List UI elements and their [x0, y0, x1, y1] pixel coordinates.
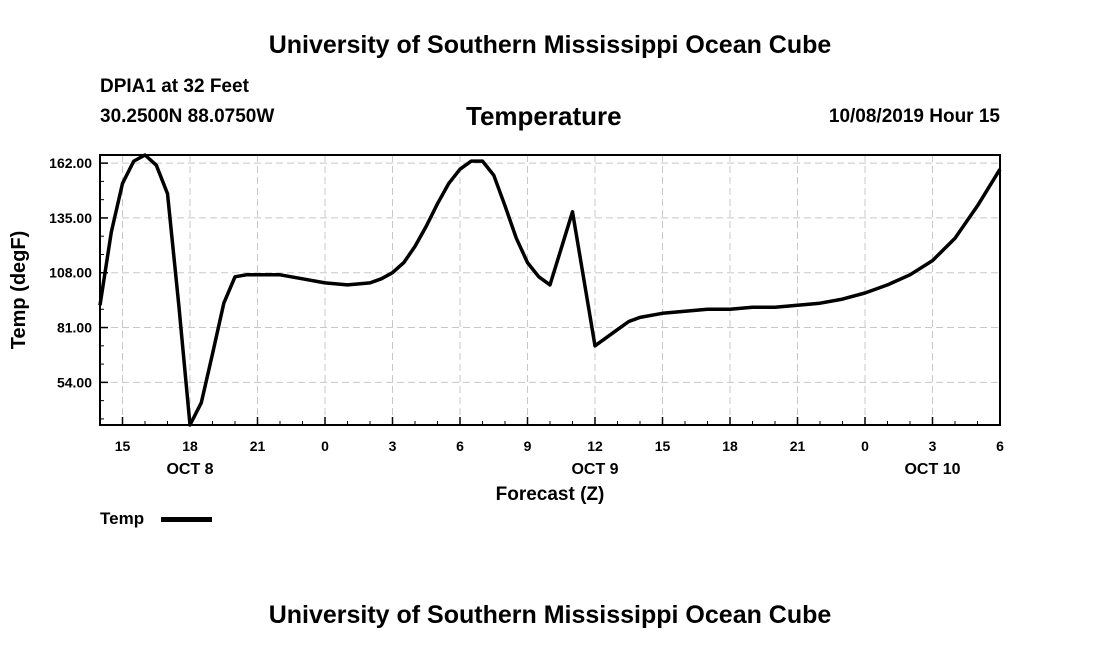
plot-frame	[99, 154, 1001, 426]
y-tick-label: 135.00	[49, 210, 92, 226]
grid-lines	[100, 155, 1001, 425]
x-tick-label: 3	[389, 438, 397, 454]
temp-series-line	[98, 153, 1002, 427]
day-label: OCT 9	[571, 461, 618, 478]
forecast-date-label: 10/08/2019 Hour 15	[828, 106, 1000, 127]
x-tick-label: 0	[861, 438, 869, 454]
station-label: DPIA1 at 32 Feet	[100, 76, 249, 97]
x-tick-label: 18	[722, 438, 738, 454]
footer-title: University of Southern Mississippi Ocean…	[268, 601, 832, 629]
day-label: OCT 8	[166, 461, 213, 478]
x-tick-label: 15	[115, 438, 131, 454]
y-axis-ticks: 54.00 81.00 108.00 135.00 162.00	[49, 155, 108, 420]
y-tick-label: 81.00	[57, 320, 92, 336]
chart-title: Temperature	[466, 101, 622, 131]
x-axis-ticks: 15 18 21 0 3 6 9 12 15 18 21 0 3 6 OCT 8 OCT 9 OCT 10	[99, 417, 1004, 478]
x-tick-label: 12	[587, 438, 603, 454]
y-axis-label: Temp (degF)	[8, 231, 30, 350]
x-tick-label: 6	[996, 438, 1004, 454]
x-tick-label: 6	[456, 438, 464, 454]
x-tick-label: 3	[929, 438, 937, 454]
y-tick-label: 162.00	[49, 155, 92, 171]
x-tick-label: 9	[524, 438, 532, 454]
y-tick-label: 108.00	[49, 265, 92, 281]
x-tick-label: 21	[790, 438, 806, 454]
day-label: OCT 10	[904, 461, 960, 478]
legend-label: Temp	[100, 509, 145, 528]
legend-swatch	[161, 517, 212, 522]
x-axis-label: Forecast (Z)	[496, 484, 605, 505]
x-tick-label: 0	[321, 438, 329, 454]
x-tick-label: 21	[250, 438, 266, 454]
x-tick-label: 18	[182, 438, 198, 454]
header-title: University of Southern Mississippi Ocean…	[268, 31, 832, 59]
y-tick-label: 54.00	[57, 374, 92, 390]
x-tick-label: 15	[655, 438, 671, 454]
location-label: 30.2500N 88.0750W	[100, 106, 275, 127]
